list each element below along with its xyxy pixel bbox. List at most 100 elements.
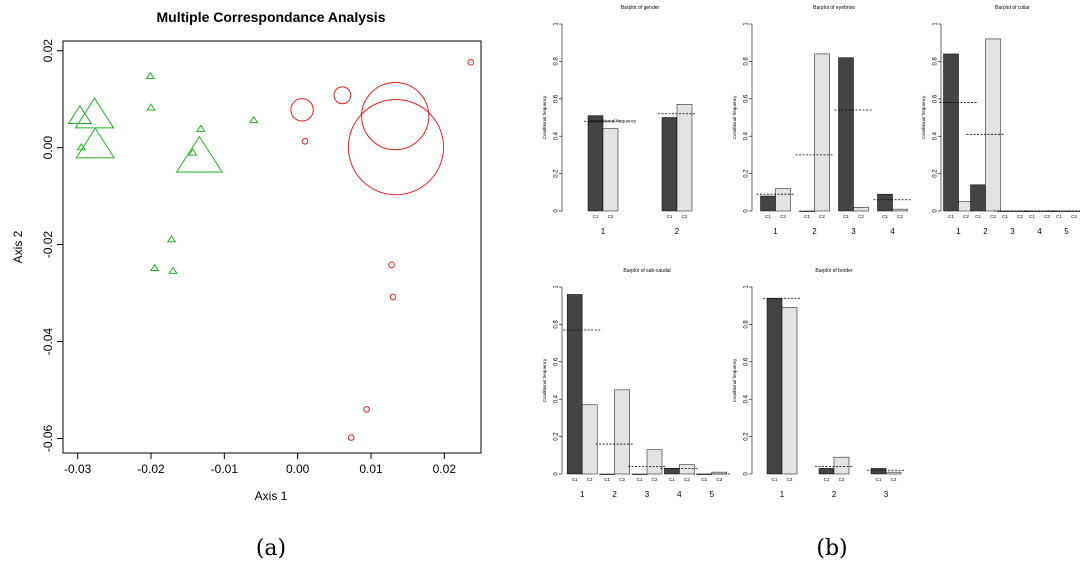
y-tick-label: 1 — [933, 22, 939, 26]
y-tick-label: 0 — [933, 209, 939, 213]
barplot-panel: Barplot of border 0 0.2 0.4 0.6 0.8 1 Condition… — [732, 268, 905, 499]
bar-c2 — [602, 128, 619, 212]
y-tick-label: 0.4 — [554, 131, 560, 140]
barplot-title: Barplot of gender — [621, 5, 660, 11]
category-label: 1 — [601, 227, 606, 236]
circle-point — [388, 261, 395, 269]
triangle-point — [175, 135, 224, 173]
bar-c2 — [781, 307, 798, 475]
class-label: C2 — [1017, 214, 1023, 219]
bar-c2 — [885, 471, 902, 475]
mca-y-axis: 0.02 0.00 -0.02 -0.04 -0.06 — [41, 39, 63, 452]
caption-a: (a) — [256, 536, 286, 561]
y-tick-label: 1 — [744, 285, 750, 289]
class-label: C1 — [804, 214, 810, 219]
class-label: C2 — [819, 214, 825, 219]
triangle-point — [76, 142, 87, 151]
circle-point — [290, 98, 314, 122]
class-label: C1 — [1029, 214, 1035, 219]
class-label: C1 — [701, 477, 707, 482]
circle-point — [467, 59, 475, 66]
triangle-point — [166, 235, 177, 243]
y-tick-label: 0.8 — [554, 57, 560, 66]
bar-c1 — [599, 473, 615, 475]
x-tick-label: -0.02 — [137, 462, 165, 476]
bar-c2 — [985, 38, 1001, 212]
bar-c1 — [664, 468, 680, 475]
y-tick-label: 0.6 — [933, 94, 939, 103]
y-tick-label: 0.8 — [744, 57, 750, 66]
category-label: 2 — [612, 490, 617, 499]
category-label: 4 — [1037, 227, 1042, 236]
caption-b: (b) — [816, 536, 847, 561]
class-label: C1 — [824, 477, 830, 482]
class-label: C2 — [780, 214, 786, 219]
class-label: C2 — [587, 477, 593, 482]
y-tick-label: 0.6 — [554, 357, 560, 366]
barplot-y-label: Conditional frequency — [732, 358, 737, 402]
class-label: C1 — [1002, 214, 1008, 219]
y-tick-label: 0 — [554, 209, 560, 213]
circle-point — [347, 434, 355, 441]
x-tick-label: -0.01 — [211, 462, 239, 476]
category-label: 2 — [812, 227, 817, 236]
barplot-panel: Barplot of sub-caudal 0 0.2 0.4 0.6 0.8 1 Condi… — [542, 268, 731, 499]
y-tick-label: 0.8 — [744, 320, 750, 329]
circle-point — [301, 138, 309, 145]
circle-point — [389, 293, 397, 301]
bar-c1 — [943, 53, 959, 212]
category-label: 1 — [580, 490, 585, 499]
y-tick-label: 0.4 — [554, 394, 560, 403]
bar-c1 — [587, 115, 604, 212]
triangle-point — [248, 115, 259, 124]
class-label: C2 — [682, 214, 688, 219]
barplot-y-label: Conditional frequency — [542, 95, 547, 139]
bar-c2 — [833, 456, 850, 475]
category-label: 3 — [884, 490, 889, 499]
class-label: C2 — [652, 477, 658, 482]
triangle-point — [75, 127, 116, 159]
y-tick-label: 0.2 — [554, 169, 560, 178]
y-tick-label: 0.4 — [744, 394, 750, 403]
barplot-y-label: Conditional frequency — [732, 95, 737, 139]
barplot-title: Barplot of collar — [995, 5, 1030, 11]
bar-c1 — [870, 468, 887, 475]
barplot-title: Barplot of eyebrow — [813, 5, 855, 11]
bar-c1 — [760, 195, 776, 212]
y-tick-label: 0.4 — [744, 131, 750, 140]
class-label: C2 — [963, 214, 969, 219]
y-tick-label: 0.2 — [933, 169, 939, 178]
barplot-panel: Barplot of eyebrow 0 0.2 0.4 0.6 0.8 1 Conditio… — [732, 5, 912, 236]
mca-x-label: Axis 1 — [255, 489, 288, 503]
y-tick-label: 1 — [554, 285, 560, 289]
class-label: C1 — [667, 214, 673, 219]
barplot-panel: Barplot of collar 0 0.2 0.4 0.6 0.8 1 Condition… — [921, 5, 1080, 236]
triangle-point — [168, 266, 178, 274]
mca-scatter-plot: Multiple Correspondance Analysis -0.03 -0… — [11, 9, 482, 503]
class-label: C2 — [619, 477, 625, 482]
bar-c1 — [631, 473, 648, 475]
class-label: C1 — [593, 214, 599, 219]
y-tick-label: -0.06 — [41, 424, 55, 452]
class-label: C1 — [604, 477, 610, 482]
category-label: 1 — [773, 227, 778, 236]
class-label: C1 — [765, 214, 771, 219]
class-label: C2 — [891, 477, 897, 482]
bar-c1 — [661, 117, 678, 212]
x-tick-label: 0.00 — [286, 462, 310, 476]
category-label: 2 — [675, 227, 680, 236]
x-tick-label: 0.01 — [359, 462, 383, 476]
class-label: C1 — [975, 214, 981, 219]
y-tick-label: 0 — [744, 472, 750, 476]
bar-c2 — [775, 188, 791, 212]
circle-point — [333, 86, 352, 105]
category-label: 1 — [956, 227, 961, 236]
triangle-point — [74, 97, 115, 129]
category-label: 5 — [710, 490, 715, 499]
triangle-point — [188, 148, 198, 156]
bar-c2 — [614, 389, 630, 475]
y-tick-label: 1 — [554, 22, 560, 26]
class-label: C2 — [990, 214, 996, 219]
bar-c1 — [877, 193, 893, 212]
